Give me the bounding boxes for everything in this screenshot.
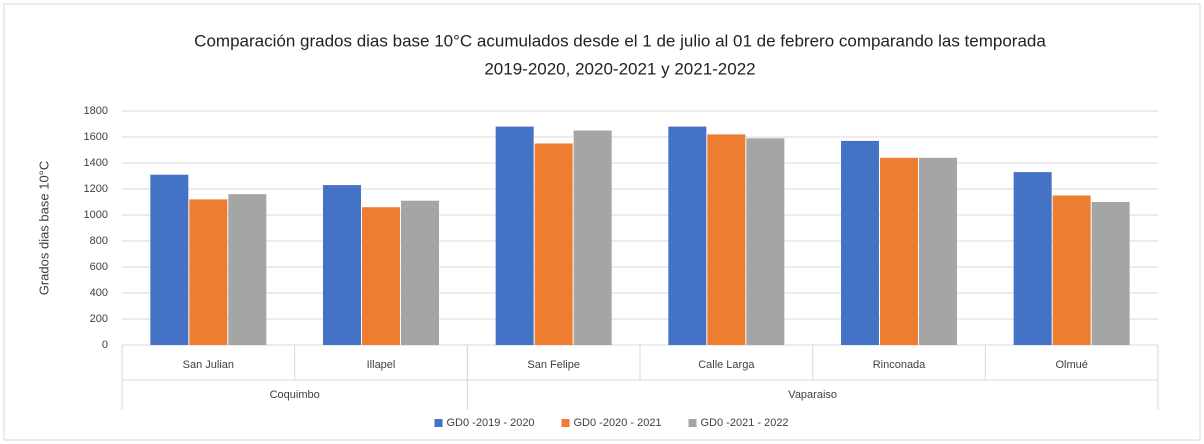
bar [495, 126, 534, 345]
bar [573, 130, 612, 345]
x-tick-label: Rinconada [873, 359, 926, 371]
legend-label: GD0 -2021 - 2022 [701, 417, 789, 429]
bar [150, 174, 189, 345]
y-tick-label: 600 [90, 261, 108, 273]
y-tick-label: 800 [90, 235, 108, 247]
bar [880, 157, 918, 345]
bar [841, 140, 879, 345]
bar [707, 134, 746, 345]
y-tick-label: 1000 [84, 209, 108, 221]
chart-title: Comparación grados dias base 10°C acumul… [194, 31, 1046, 50]
x-tick-label: Calle Larga [698, 359, 755, 371]
group-label: Vaparaiso [788, 389, 837, 401]
y-tick-label: 1600 [84, 131, 108, 143]
bar [1013, 172, 1052, 345]
group-label: Coquimbo [270, 389, 320, 401]
bar [668, 126, 707, 345]
y-tick-label: 1400 [84, 157, 108, 169]
bar [189, 199, 228, 345]
y-tick-label: 400 [90, 287, 108, 299]
y-tick-label: 0 [102, 339, 108, 351]
bar [746, 138, 785, 345]
y-axis-title: Grados dias base 10°C [36, 161, 51, 296]
chart-title: 2019-2020, 2020-2021 y 2021-2022 [484, 59, 755, 78]
legend-label: GD0 -2020 - 2021 [574, 417, 662, 429]
legend-swatch [688, 419, 697, 427]
bar [1052, 195, 1091, 345]
x-tick-label: San Julian [183, 359, 234, 371]
legend-swatch [434, 419, 443, 427]
bar [919, 157, 957, 345]
bar [228, 194, 267, 345]
y-tick-label: 200 [90, 313, 108, 325]
legend-label: GD0 -2019 - 2020 [447, 417, 535, 429]
bar [534, 143, 573, 345]
x-tick-label: Olmué [1055, 359, 1087, 371]
x-tick-label: San Felipe [527, 359, 580, 371]
legend-swatch [561, 419, 570, 427]
y-tick-label: 1800 [84, 105, 108, 117]
bar [323, 185, 361, 345]
y-tick-label: 1200 [84, 183, 108, 195]
x-tick-label: Illapel [367, 359, 396, 371]
bar [401, 200, 439, 345]
bar [1091, 202, 1130, 345]
bar [362, 207, 400, 345]
